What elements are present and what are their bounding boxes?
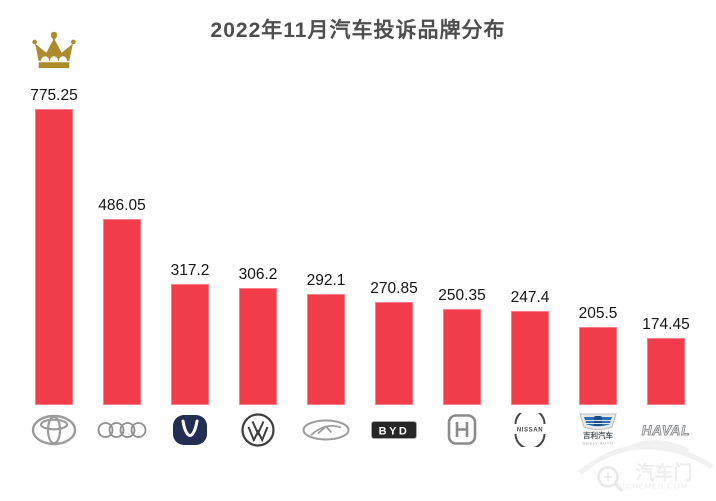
honda-logo — [428, 405, 496, 455]
bar-value-label: 775.25 — [30, 87, 78, 104]
crown-icon — [32, 31, 76, 69]
bar — [511, 310, 549, 405]
bar — [647, 338, 685, 405]
nissan-logo-text: NISSAN — [517, 428, 543, 434]
bar-column: 486.05 — [88, 0, 156, 405]
bar — [579, 326, 617, 405]
bar-value-label: 247.4 — [510, 288, 550, 306]
bar-column: 270.85 — [360, 0, 428, 405]
bar-value-label: 174.45 — [642, 316, 690, 334]
bar-value-label: 306.2 — [238, 266, 278, 284]
bar — [443, 309, 481, 405]
chart-title: 2022年11月汽车投诉品牌分布 — [210, 19, 506, 42]
bar-value-label: 270.85 — [370, 279, 418, 297]
bar-column: 205.5 — [564, 0, 632, 405]
haval-logo: HAVAL — [632, 405, 700, 455]
geely-logo-en-text: GEELY AUTO — [583, 441, 614, 446]
geely-logo-cn-text: 吉利汽车 — [583, 430, 613, 440]
bar-column: 317.2 — [156, 0, 224, 405]
bar-column: 292.1 — [292, 0, 360, 405]
bar-value-label: 292.1 — [306, 271, 346, 289]
watermark-domain-text: QICHEMEN.COM — [616, 482, 688, 491]
nissan-logo: NISSAN — [496, 405, 564, 455]
bar-column: 306.2 — [224, 0, 292, 405]
bar-chart: 775.25 486.05 317.2 306.2 292.1 270.85 2… — [20, 0, 700, 405]
bar — [171, 283, 209, 405]
brand-logo-row: BYD NISSAN 吉利汽车 GEELY AUTO — [20, 405, 700, 455]
changan-logo — [156, 405, 224, 455]
bar-value-label: 205.5 — [578, 304, 618, 322]
chery-logo — [292, 405, 360, 455]
bar — [239, 288, 277, 405]
bar — [307, 293, 345, 405]
bar — [35, 109, 73, 405]
haval-logo-text: HAVAL — [642, 423, 691, 438]
bar-column: 247.4 — [496, 0, 564, 405]
bar-value-label: 317.2 — [170, 261, 210, 279]
byd-logo-text: BYD — [379, 426, 410, 438]
bar-value-label: 250.35 — [438, 287, 486, 305]
bar — [103, 219, 141, 405]
bar-value-label: 486.05 — [98, 197, 146, 215]
toyota-logo — [20, 405, 88, 455]
bar-column: 174.45 — [632, 0, 700, 405]
watermark-brand-text: 汽车门 — [635, 461, 692, 484]
bar — [375, 301, 413, 405]
geely-logo: 吉利汽车 GEELY AUTO — [564, 405, 632, 455]
volkswagen-logo — [224, 405, 292, 455]
site-watermark: 汽车门 QICHEMEN.COM — [576, 437, 716, 501]
byd-logo: BYD — [360, 405, 428, 455]
bar-column: 250.35 — [428, 0, 496, 405]
bar-column: 775.25 — [20, 0, 88, 405]
audi-logo — [88, 405, 156, 455]
